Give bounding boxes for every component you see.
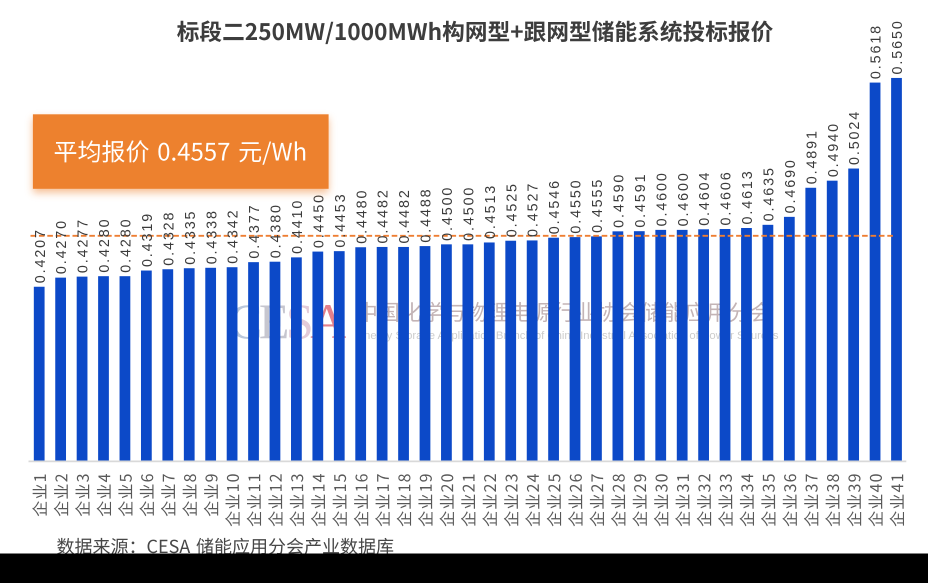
svg-text:CESA: CESA [229,293,346,349]
svg-text:0.4500: 0.4500 [440,186,456,241]
svg-text:0.4606: 0.4606 [719,170,735,225]
svg-text:0.4453: 0.4453 [333,193,349,248]
svg-text:0.4380: 0.4380 [269,203,285,258]
svg-text:0.4270: 0.4270 [54,219,70,274]
svg-text:Energy Storage Application Bra: Energy Storage Application Branch of Chi… [357,330,779,342]
svg-text:0.4410: 0.4410 [290,199,306,254]
svg-text:0.4690: 0.4690 [783,158,799,213]
svg-text:0.4546: 0.4546 [547,179,563,234]
svg-text:0.4280: 0.4280 [119,218,135,273]
svg-text:0.4482: 0.4482 [376,188,392,243]
svg-text:0.4335: 0.4335 [183,210,199,265]
svg-text:0.4450: 0.4450 [311,193,327,248]
svg-text:0.5024: 0.5024 [847,110,863,165]
svg-text:0.4604: 0.4604 [697,171,713,226]
svg-text:0.4488: 0.4488 [419,187,435,242]
svg-text:0.4482: 0.4482 [397,188,413,243]
svg-text:0.4590: 0.4590 [611,173,627,228]
svg-text:0.4319: 0.4319 [140,212,156,267]
svg-text:0.4377: 0.4377 [247,204,263,259]
svg-text:0.4527: 0.4527 [526,182,542,237]
svg-text:0.4280: 0.4280 [97,218,113,273]
svg-text:0.4342: 0.4342 [226,209,242,264]
svg-text:0.4277: 0.4277 [76,218,92,273]
svg-text:0.4600: 0.4600 [676,171,692,226]
svg-text:0.4550: 0.4550 [569,178,585,233]
svg-text:0.4600: 0.4600 [654,171,670,226]
svg-text:0.5650: 0.5650 [890,19,906,74]
svg-text:0.4328: 0.4328 [161,211,177,266]
svg-text:0.4635: 0.4635 [762,166,778,221]
svg-text:0.4500: 0.4500 [461,186,477,241]
svg-text:0.4940: 0.4940 [826,122,842,177]
svg-text:0.4480: 0.4480 [354,189,370,244]
svg-text:0.4891: 0.4891 [804,129,820,184]
svg-text:0.4513: 0.4513 [483,184,499,239]
svg-text:0.4207: 0.4207 [33,228,49,283]
svg-text:0.5618: 0.5618 [869,24,885,79]
svg-text:0.4555: 0.4555 [590,178,606,233]
svg-text:0.4525: 0.4525 [504,182,520,237]
svg-text:0.4338: 0.4338 [204,209,220,264]
svg-text:0.4591: 0.4591 [633,173,649,228]
svg-text:0.4613: 0.4613 [740,169,756,224]
